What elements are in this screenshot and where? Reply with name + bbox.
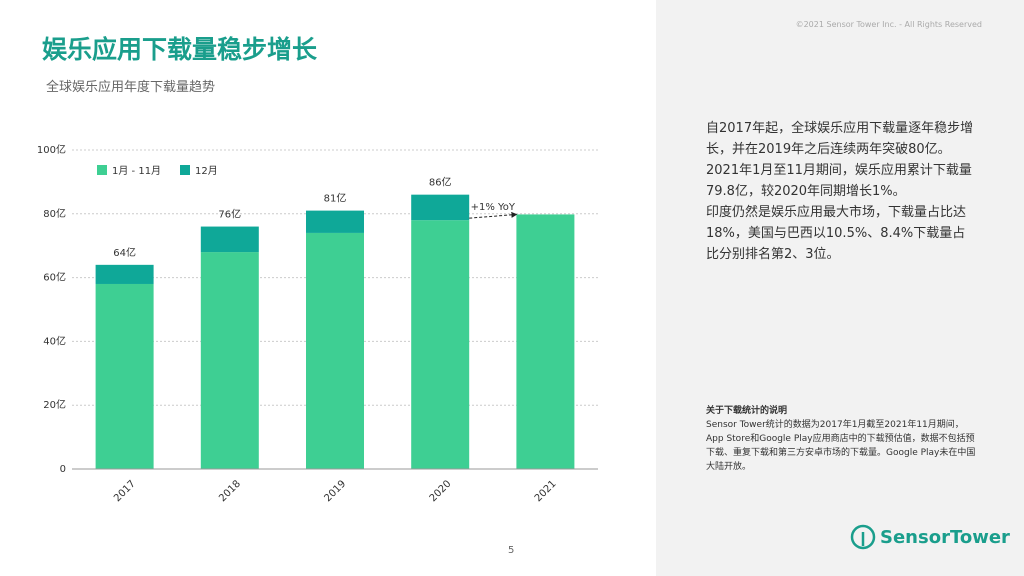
y-tick-label: 40亿: [43, 334, 66, 347]
copyright: ©2021 Sensor Tower Inc. - All Rights Res…: [795, 20, 982, 29]
logo: SensorTower: [850, 524, 1010, 550]
legend-label: 12月: [195, 165, 218, 177]
note-title: 关于下载统计的说明: [706, 406, 788, 416]
logo-text: SensorTower: [880, 526, 1010, 548]
total-label: 76亿: [218, 208, 241, 221]
paragraph: 印度仍然是娱乐应用最大市场，下载量占比达18%，美国与巴西以10.5%、8.4%…: [706, 205, 967, 262]
x-tick-label: 2021: [533, 478, 559, 504]
y-tick-label: 80亿: [43, 207, 66, 220]
yoy-label: +1% YoY: [471, 202, 516, 213]
description: 自2017年起，全球娱乐应用下载量逐年稳步增长，并在2019年之后连续两年突破8…: [706, 118, 978, 265]
title: 娱乐应用下载量稳步增长: [42, 35, 318, 64]
chart: 0 20亿 40亿 60亿 80亿 100亿 1月 - 11月 12月 64亿 2017 76亿 20…: [37, 143, 598, 504]
bar-segment: [306, 210, 364, 233]
legend-swatch: [180, 165, 190, 175]
yoy-arrow: [469, 211, 518, 219]
x-tick-label: 2019: [322, 478, 348, 504]
page-number: 5: [508, 545, 515, 556]
note-body: Sensor Tower统计的数据为2017年1月截至2021年11月期间，Ap…: [706, 420, 976, 472]
x-tick-label: 2020: [428, 478, 454, 504]
y-tick-label: 0: [60, 464, 66, 475]
y-tick-label: 100亿: [37, 143, 66, 156]
paragraph: 自2017年起，全球娱乐应用下载量逐年稳步增长，并在2019年之后连续两年突破8…: [706, 121, 974, 199]
note: 关于下载统计的说明 Sensor Tower统计的数据为2017年1月截至202…: [706, 404, 978, 474]
bar-segment: [516, 214, 575, 469]
total-label: 81亿: [324, 192, 347, 205]
x-tick-label: 2018: [217, 478, 243, 504]
bar-segment: [95, 264, 154, 284]
bar-segment: [200, 252, 259, 469]
bar-segment: [411, 220, 470, 469]
legend-swatch: [97, 165, 107, 175]
subtitle: 全球娱乐应用年度下载量趋势: [46, 80, 216, 95]
bar-segment: [411, 194, 470, 221]
y-tick-label: 20亿: [43, 398, 66, 411]
logo-icon: [850, 524, 876, 550]
total-label: 64亿: [113, 246, 136, 259]
total-label: 86亿: [429, 176, 452, 189]
bar-segment: [306, 232, 364, 469]
bar-segment: [95, 283, 154, 469]
x-tick-label: 2017: [112, 478, 138, 504]
y-tick-label: 60亿: [43, 271, 66, 284]
side-panel: [656, 0, 1024, 576]
bar-segment: [200, 226, 259, 253]
legend-label: 1月 - 11月: [112, 165, 161, 177]
